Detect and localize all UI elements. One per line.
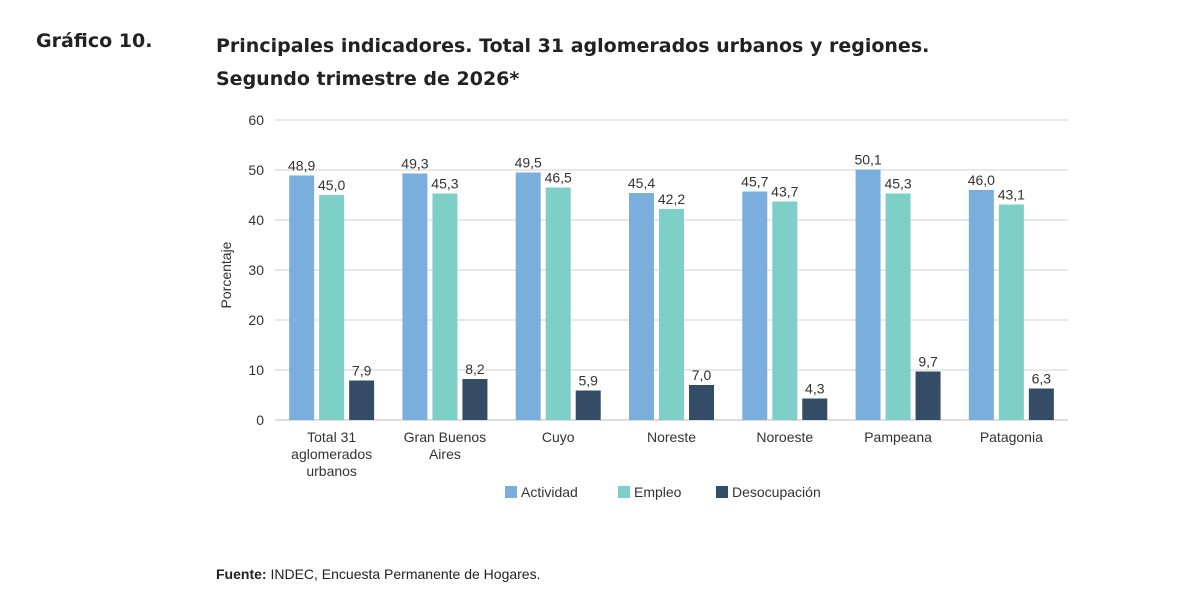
- data-label: 49,3: [401, 156, 428, 172]
- data-label: 50,1: [854, 152, 881, 168]
- data-label: 45,3: [431, 176, 458, 192]
- y-tick-label: 10: [248, 362, 264, 378]
- data-label: 48,9: [288, 158, 315, 174]
- bar-actividad: [402, 173, 428, 420]
- x-tick-label: Noroeste: [756, 429, 813, 445]
- x-tick-label: urbanos: [306, 463, 357, 479]
- source-label: Fuente:: [216, 566, 267, 582]
- bar-desocupacin: [802, 398, 828, 420]
- data-label: 4,3: [805, 381, 825, 397]
- bar-desocupacin: [915, 371, 941, 420]
- legend-label: Empleo: [634, 484, 682, 500]
- data-label: 8,2: [465, 361, 485, 377]
- data-label: 45,7: [741, 174, 768, 190]
- source-note: Fuente: INDEC, Encuesta Permanente de Ho…: [216, 566, 540, 582]
- legend-swatch: [505, 486, 517, 498]
- data-label: 45,0: [318, 177, 345, 193]
- y-tick-label: 60: [248, 112, 264, 128]
- legend-swatch: [618, 486, 630, 498]
- y-tick-label: 50: [248, 162, 264, 178]
- bar-actividad: [855, 169, 881, 420]
- y-tick-label: 20: [248, 312, 264, 328]
- chart-title: Principales indicadores. Total 31 aglome…: [216, 30, 929, 96]
- y-tick-label: 30: [248, 262, 264, 278]
- x-tick-label: Aires: [429, 446, 461, 462]
- bar-empleo: [659, 209, 684, 420]
- data-label: 46,0: [968, 172, 995, 188]
- x-tick-label: Noreste: [647, 429, 696, 445]
- bar-desocupacin: [1028, 388, 1054, 420]
- chart-title-line-2: Segundo trimestre de 2026*: [216, 68, 520, 90]
- x-tick-label: Gran Buenos: [404, 429, 487, 445]
- data-label: 6,3: [1032, 371, 1052, 387]
- data-label: 45,3: [884, 176, 911, 192]
- bar-desocupacin: [575, 390, 601, 420]
- x-tick-label: aglomerados: [291, 446, 372, 462]
- bar-desocupacin: [462, 379, 488, 420]
- legend-label: Actividad: [521, 484, 578, 500]
- legend-swatch: [716, 486, 728, 498]
- bar-empleo: [772, 201, 798, 420]
- bar-actividad: [289, 175, 315, 420]
- bar-desocupacin: [689, 385, 714, 420]
- bar-desocupacin: [349, 380, 375, 420]
- bar-actividad: [742, 191, 768, 420]
- data-label: 5,9: [578, 373, 598, 389]
- bar-actividad: [515, 172, 541, 420]
- chart-title-line-1: Principales indicadores. Total 31 aglome…: [216, 35, 930, 57]
- source-text: INDEC, Encuesta Permanente de Hogares.: [266, 566, 541, 582]
- y-axis-label: Porcentaje: [218, 241, 234, 308]
- data-label: 43,7: [771, 184, 798, 200]
- data-label: 7,0: [692, 367, 712, 383]
- bar-actividad: [968, 190, 994, 420]
- y-tick-label: 0: [256, 412, 264, 428]
- data-label: 42,2: [658, 191, 685, 207]
- data-label: 9,7: [918, 354, 938, 370]
- bar-empleo: [432, 193, 458, 420]
- x-tick-label: Patagonia: [980, 429, 1043, 445]
- bar-empleo: [998, 204, 1024, 420]
- bar-empleo: [545, 187, 571, 420]
- x-tick-label: Cuyo: [542, 429, 575, 445]
- data-label: 43,1: [998, 187, 1025, 203]
- bar-actividad: [629, 193, 654, 420]
- legend-label: Desocupación: [732, 484, 821, 500]
- data-label: 46,5: [545, 170, 572, 186]
- bar-empleo: [885, 193, 911, 420]
- bar-empleo: [319, 195, 345, 420]
- data-label: 45,4: [628, 175, 655, 191]
- data-label: 49,5: [515, 155, 542, 171]
- data-label: 7,9: [352, 363, 372, 379]
- x-tick-label: Pampeana: [864, 429, 932, 445]
- figure-number: Gráfico 10.: [36, 30, 153, 52]
- x-tick-label: Total 31: [307, 429, 356, 445]
- y-tick-label: 40: [248, 212, 264, 228]
